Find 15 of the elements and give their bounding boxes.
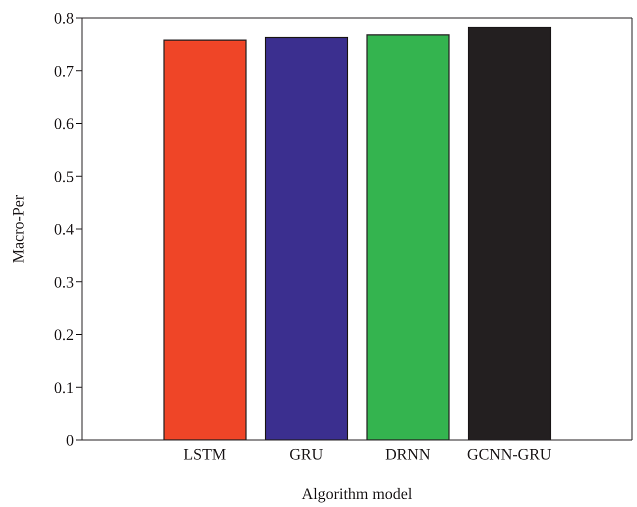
y-tick-label: 0.2 [54,327,74,344]
y-tick-label: 0.3 [54,274,74,292]
y-tick-label: 0.7 [54,63,74,80]
y-tick-label: 0.5 [54,168,74,186]
y-axis-title: Macro-Per [10,194,28,264]
y-tick-label: 0.4 [54,222,74,239]
x-tick-label: DRNN [385,446,431,464]
y-tick-label: 0.6 [54,116,74,134]
x-tick-label: LSTM [183,446,226,464]
x-tick-label: GRU [289,446,324,464]
y-tick-label: 0.1 [54,380,74,397]
y-tick-label: 0.8 [54,10,74,28]
x-tick-label: GCNN-GRU [467,446,552,464]
y-tick-label: 0 [66,432,74,450]
x-axis-title: Algorithm model [302,486,413,503]
